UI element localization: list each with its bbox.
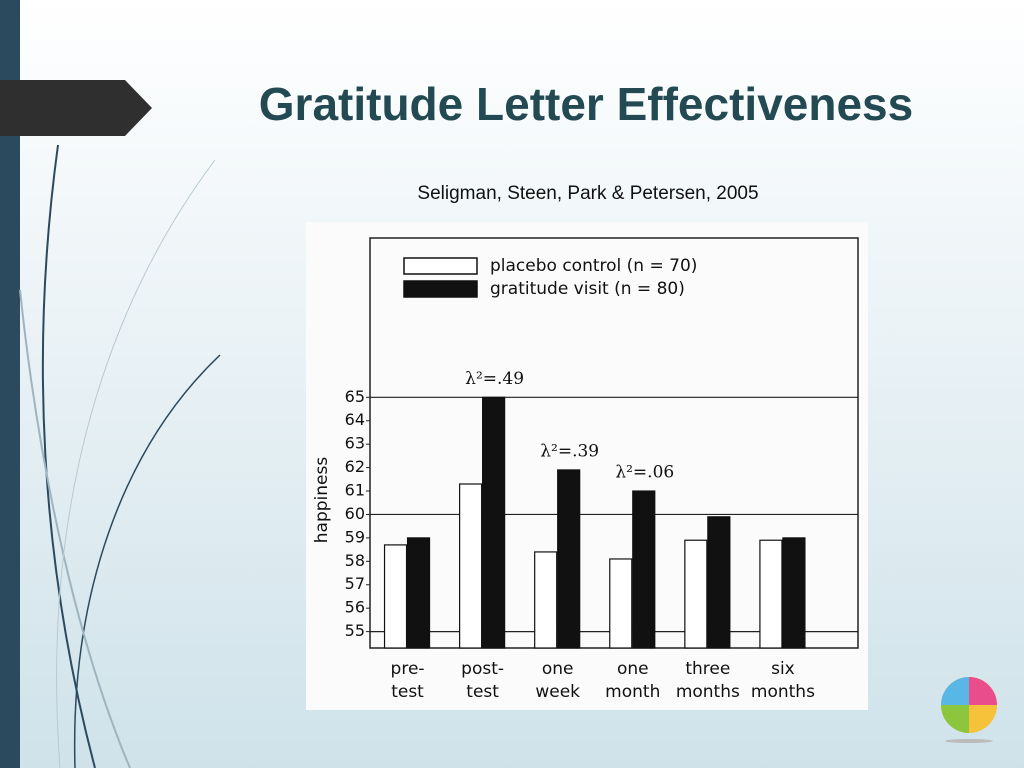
bar [632,490,656,649]
bar [557,469,581,649]
y-tick-label: 61 [345,481,365,500]
side-bar [0,0,20,768]
bar [684,539,708,649]
y-tick-label: 64 [345,410,365,429]
legend-label: placebo control (n = 70) [490,256,697,276]
y-tick-label: 56 [345,598,365,617]
bar [707,516,731,649]
bar [759,539,783,649]
annotation: λ²=.06 [615,463,674,483]
bar [782,537,806,649]
x-tick-label: six months [750,659,815,702]
x-tick-label: post- test [461,659,505,702]
y-tick-label: 65 [345,387,365,406]
y-tick-label: 58 [345,551,365,570]
bar [482,396,506,649]
decor-lines [19,144,221,768]
y-tick-label: 55 [345,621,365,640]
x-tick-label: one week [535,659,581,702]
bar [609,558,633,649]
x-tick-label: one month [605,659,661,702]
legend-label: gratitude visit (n = 80) [490,279,685,299]
legend-swatch [403,280,478,298]
y-tick-label: 57 [345,574,365,593]
y-tick-label: 63 [345,434,365,453]
legend-swatch [403,257,478,275]
bar [534,551,558,649]
bar [459,483,483,649]
x-tick-label: pre- test [390,659,425,702]
subtitle: Seligman, Steen, Park & Petersen, 2005 [417,183,758,204]
y-tick-label: 62 [345,457,365,476]
bar [383,544,408,649]
y-axis-label: happiness [312,457,332,544]
x-tick-label: three months [675,659,740,702]
annotation: λ²=.39 [540,441,599,461]
annotation: λ²=.49 [465,369,524,389]
slide-title: Gratitude Letter Effectiveness [259,78,913,130]
title-arrow [0,80,152,136]
bar [406,537,431,649]
logo [941,677,997,743]
y-tick-label: 59 [345,527,365,546]
y-tick-label: 60 [345,504,365,523]
